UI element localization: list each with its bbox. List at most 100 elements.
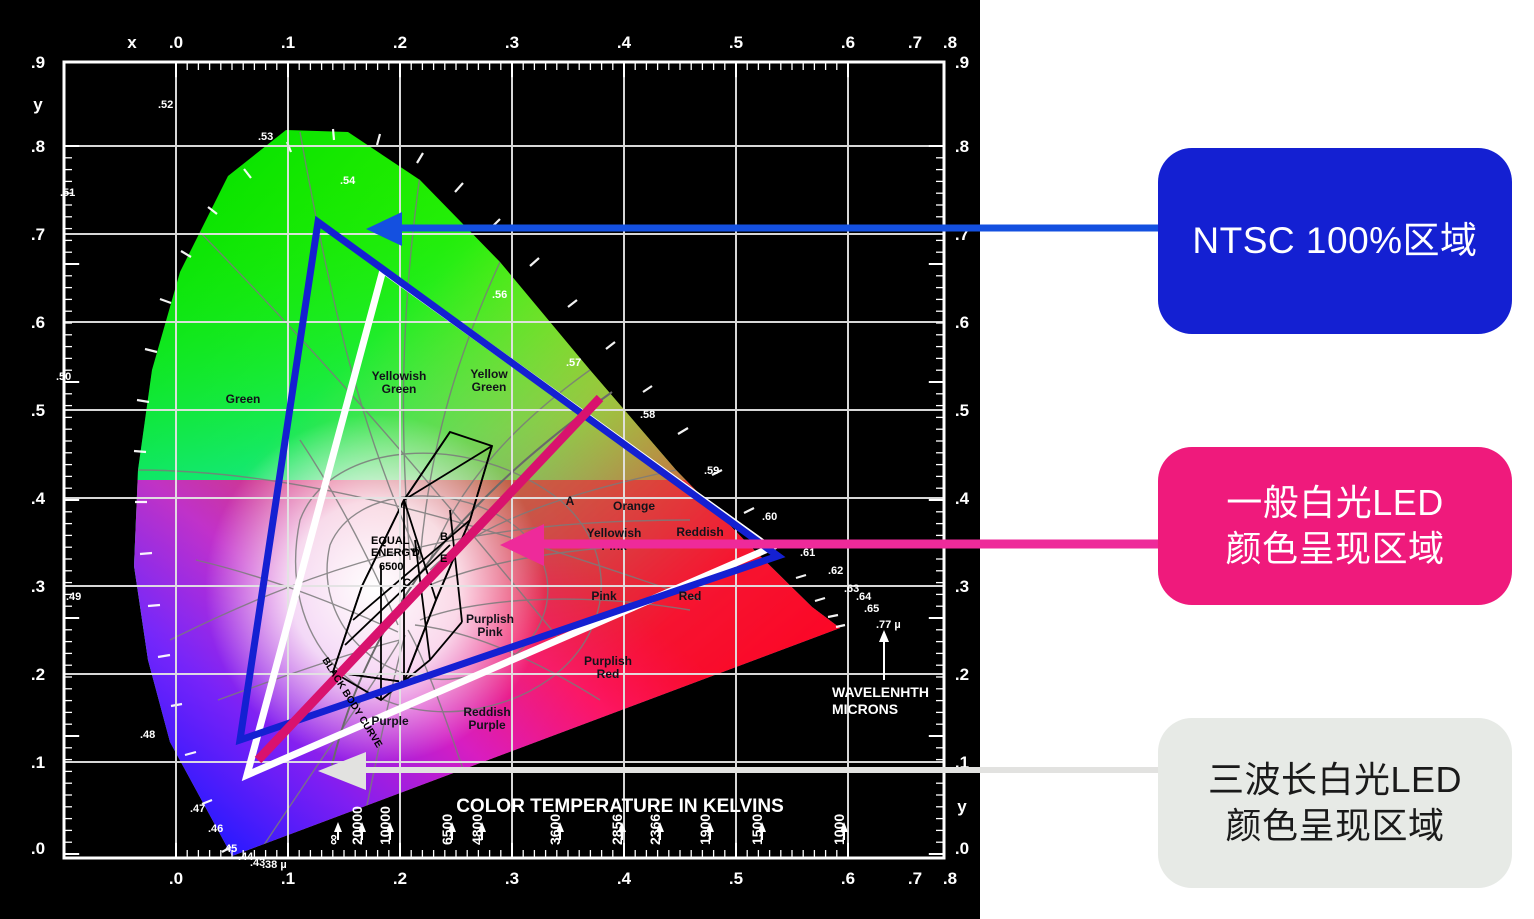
color-temperature-tick-label: 2366	[647, 814, 663, 845]
svg-text:.9: .9	[31, 53, 45, 72]
svg-text:.1: .1	[281, 869, 295, 888]
svg-text:.44: .44	[238, 851, 254, 863]
color-temperature-title: COLOR TEMPERATURE IN KELVINS	[456, 796, 784, 817]
svg-text:.51: .51	[60, 187, 75, 199]
axis-tick-labels: .0 .1 .2 .3 .4 .5 .6 x .0 .1 .2 .3 .4 .5…	[31, 33, 970, 888]
svg-text:.9: .9	[955, 53, 969, 72]
svg-text:.4: .4	[31, 489, 46, 508]
color-temperature-tick-label: 10000	[377, 806, 393, 845]
svg-text:.56: .56	[492, 289, 507, 301]
svg-text:.64: .64	[856, 591, 872, 603]
color-temperature-tick-label: 4800	[469, 814, 485, 845]
svg-text:.7: .7	[908, 33, 922, 52]
svg-text:EQUAL: EQUAL	[371, 535, 410, 547]
svg-text:.60: .60	[762, 511, 777, 523]
svg-text:.7: .7	[955, 225, 969, 244]
svg-text:.1: .1	[955, 753, 969, 772]
svg-text:.43: .43	[250, 857, 265, 869]
svg-text:.77 µ: .77 µ	[876, 619, 901, 631]
svg-text:.6: .6	[31, 313, 45, 332]
callout-three-wave-led-line-2: 颜色呈现区域	[1225, 805, 1445, 846]
color-temperature-tick-label: 3600	[547, 814, 563, 845]
svg-text:D: D	[412, 547, 420, 559]
svg-text:.3: .3	[31, 577, 45, 596]
svg-text:.54: .54	[340, 175, 356, 187]
color-temperature-tick-label: 1900	[697, 814, 713, 845]
chart-svg: .0 .1 .2 .3 .4 .5 .6 x .0 .1 .2 .3 .4 .5…	[30, 33, 970, 888]
svg-text:.2: .2	[393, 869, 407, 888]
major-gridlines	[64, 62, 944, 858]
wavelength-labels: .52 .53 .54 .56 .57 .58 .59 .60 .61 .62 …	[56, 99, 901, 871]
svg-text:.6: .6	[841, 869, 855, 888]
svg-text:.7: .7	[31, 225, 45, 244]
svg-text:.61: .61	[800, 547, 815, 559]
svg-text:Red: Red	[597, 667, 620, 681]
wavelength-caption-arrowhead	[879, 630, 889, 642]
svg-text:E: E	[440, 553, 447, 565]
svg-text:.3: .3	[505, 869, 519, 888]
svg-text:.6: .6	[955, 313, 969, 332]
svg-text:.59: .59	[704, 465, 719, 477]
svg-text:Yellowish: Yellowish	[587, 526, 642, 540]
svg-text:Purple: Purple	[371, 714, 409, 728]
svg-text:.0: .0	[955, 839, 969, 858]
svg-text:.65: .65	[864, 603, 879, 615]
svg-text:.2: .2	[955, 665, 969, 684]
minor-ticks	[64, 62, 944, 858]
svg-text:.8: .8	[943, 33, 957, 52]
svg-text:.8: .8	[955, 137, 969, 156]
svg-text:Green: Green	[472, 380, 507, 394]
svg-text:Reddish: Reddish	[463, 705, 510, 719]
svg-text:Reddish: Reddish	[676, 525, 723, 539]
svg-text:.50: .50	[56, 371, 71, 383]
callout-ntsc-line-1: NTSC 100%区域	[1192, 220, 1478, 262]
svg-text:.52: .52	[158, 99, 173, 111]
svg-text:.62: .62	[828, 565, 843, 577]
svg-text:x: x	[127, 33, 137, 52]
svg-text:.47: .47	[190, 803, 205, 815]
svg-text:.0: .0	[169, 33, 183, 52]
svg-text:.2: .2	[31, 665, 45, 684]
illuminant-labels: EQUAL ENERGY 6500 B D E C	[371, 531, 448, 589]
svg-text:.46: .46	[208, 823, 223, 835]
color-temperature-tick-label: 6500	[439, 814, 455, 845]
svg-text:Yellowish: Yellowish	[372, 369, 427, 383]
svg-text:.57: .57	[566, 357, 581, 369]
svg-text:.3: .3	[955, 577, 969, 596]
svg-text:.0: .0	[169, 869, 183, 888]
svg-text:C: C	[403, 577, 411, 589]
svg-text:.38 µ: .38 µ	[262, 859, 287, 871]
svg-text:.4: .4	[617, 33, 632, 52]
gamut-triangle-ntsc	[235, 215, 786, 746]
svg-text:.8: .8	[31, 137, 45, 156]
svg-text:Purple: Purple	[468, 718, 506, 732]
svg-text:.45: .45	[222, 843, 237, 855]
color-temperature-tick-label: 20000	[349, 806, 365, 845]
svg-text:Purplish: Purplish	[466, 612, 514, 626]
svg-text:.7: .7	[908, 869, 922, 888]
svg-text:.4: .4	[617, 869, 632, 888]
svg-text:.5: .5	[729, 869, 743, 888]
svg-text:.48: .48	[140, 729, 155, 741]
svg-text:.5: .5	[31, 401, 45, 420]
callout-general-white-led[interactable]: 一般白光LED 颜色呈现区域	[1158, 447, 1512, 605]
callout-ntsc-100[interactable]: NTSC 100%区域	[1158, 148, 1512, 334]
color-temperature-ticks: ∞ 20000 10000 6500 4800 3600 2856 2366 1900 1500 1…	[325, 806, 848, 845]
color-temperature-tick-label: 1000	[831, 814, 847, 845]
svg-text:ENERGY: ENERGY	[371, 547, 418, 559]
svg-text:.5: .5	[729, 33, 743, 52]
plot-frame	[62, 60, 946, 860]
svg-text:.1: .1	[31, 753, 45, 772]
svg-text:Green: Green	[226, 392, 261, 406]
color-temperature-tick-label: 2856	[609, 814, 625, 845]
callout-three-wave-led-line-1: 三波长白光LED	[1207, 758, 1463, 800]
svg-text:Pink: Pink	[591, 589, 617, 603]
svg-text:y: y	[33, 95, 43, 114]
svg-text:.63: .63	[844, 583, 859, 595]
svg-text:.3: .3	[505, 33, 519, 52]
svg-text:.4: .4	[955, 489, 970, 508]
callout-three-wavelength-white-led[interactable]: 三波长白光LED 颜色呈现区域	[1158, 718, 1512, 888]
svg-text:.6: .6	[841, 33, 855, 52]
svg-text:.2: .2	[393, 33, 407, 52]
svg-text:.58: .58	[640, 409, 655, 421]
